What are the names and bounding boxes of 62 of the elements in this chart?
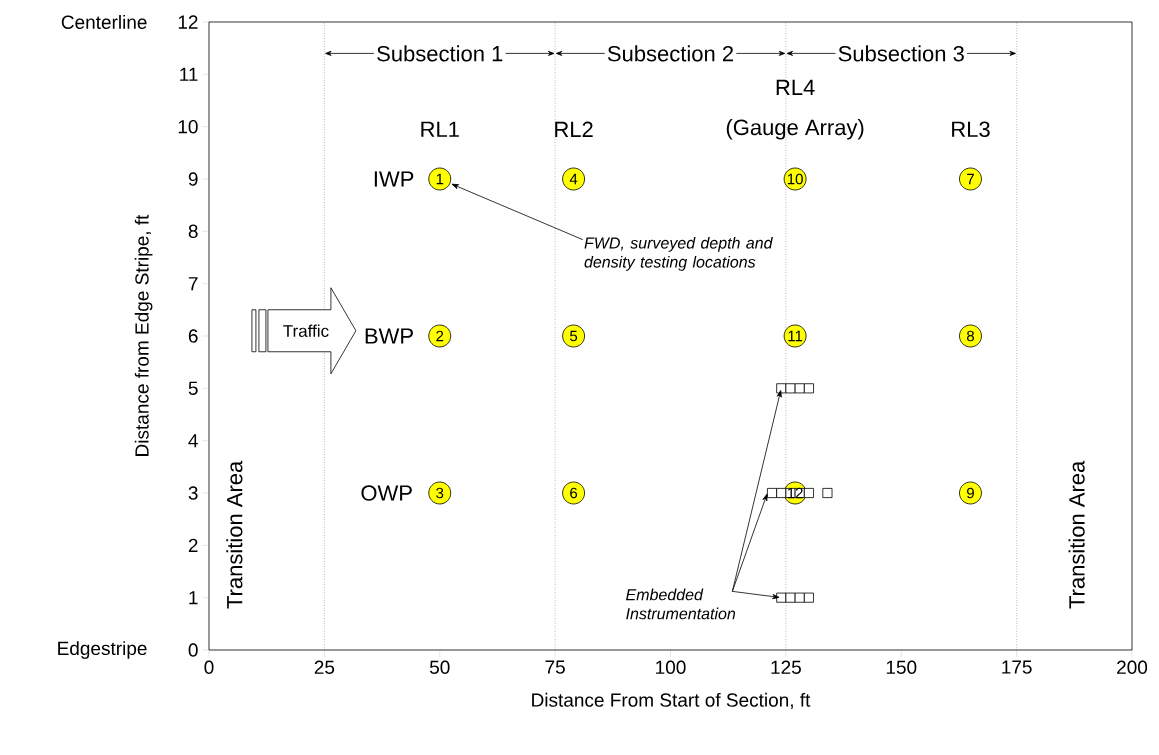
x-tick-label: 175	[1002, 660, 1032, 674]
x-tick-label: 0	[204, 660, 214, 674]
annotation: 5	[570, 330, 578, 342]
y-axis-title: Distance from Edge Stripe, ft	[134, 214, 153, 456]
y-tick-label: 8	[188, 224, 198, 239]
annotation: 7	[967, 173, 974, 185]
point	[785, 383, 796, 394]
annotation: RL1	[421, 121, 459, 137]
x-tick-label: 50	[429, 660, 450, 674]
annotation: Subsection 2	[607, 45, 733, 62]
annotation: 1	[436, 173, 444, 185]
annotation: 9	[967, 487, 974, 499]
y-tick-label: 12	[178, 15, 198, 29]
y-tick-label: 10	[178, 119, 198, 134]
annotation: Subsection 1	[377, 45, 503, 62]
annotation: RL2	[555, 121, 593, 137]
text: Edgestripe	[58, 641, 147, 659]
x-tick-label: 25	[314, 660, 335, 674]
annotation: IWP	[374, 171, 414, 187]
annotation: 10	[787, 173, 803, 185]
annotation: Traffic	[283, 324, 329, 338]
x-tick-label: 150	[886, 660, 917, 674]
annotation: 6	[570, 487, 578, 499]
annotation: 4	[569, 173, 578, 185]
point	[785, 592, 796, 603]
y-tick-label: 0	[188, 643, 198, 657]
y-tick-label: 7	[188, 277, 198, 291]
annotation: 11	[788, 330, 803, 342]
x-tick-label: 125	[771, 660, 801, 674]
y-tick-label: 5	[188, 381, 198, 395]
point	[794, 383, 805, 394]
annotation: RL4	[776, 79, 815, 95]
y-tick-label: 6	[188, 329, 198, 343]
annotation: 8	[966, 330, 974, 342]
annotation: Transition Area	[1068, 460, 1085, 609]
annotation: OWP	[361, 485, 412, 501]
annotation: Subsection 3	[838, 45, 964, 62]
annotation: 2	[436, 330, 444, 342]
y-tick-label: 1	[189, 591, 198, 605]
text: Centerline	[61, 15, 147, 29]
y-tick-label: 11	[180, 67, 198, 81]
annotation: 3	[436, 487, 444, 499]
annotation: BWP	[365, 328, 413, 344]
annotation: RL3	[952, 121, 990, 138]
x-tick-label: 75	[545, 660, 565, 674]
x-tick-label: 100	[656, 660, 686, 674]
point	[803, 488, 814, 498]
y-tick-label: 2	[188, 538, 198, 552]
point	[803, 592, 814, 603]
x-tick-label: 200	[1117, 660, 1148, 674]
y-tick-label: 9	[188, 172, 198, 186]
point	[822, 488, 833, 498]
point	[803, 383, 814, 394]
annotation: Transition Area	[226, 460, 243, 609]
x-axis-title: Distance From Start of Section, ft	[532, 692, 811, 710]
annotation: FWD, surveyed depth and density testing locations	[584, 236, 773, 271]
point	[794, 592, 805, 603]
annotation: (Gauge Array)	[726, 119, 864, 140]
point	[776, 488, 787, 498]
y-tick-label: 4	[188, 434, 198, 448]
annotation: Embedded Instrumentation	[626, 588, 736, 620]
y-tick-label: 3	[188, 486, 198, 500]
